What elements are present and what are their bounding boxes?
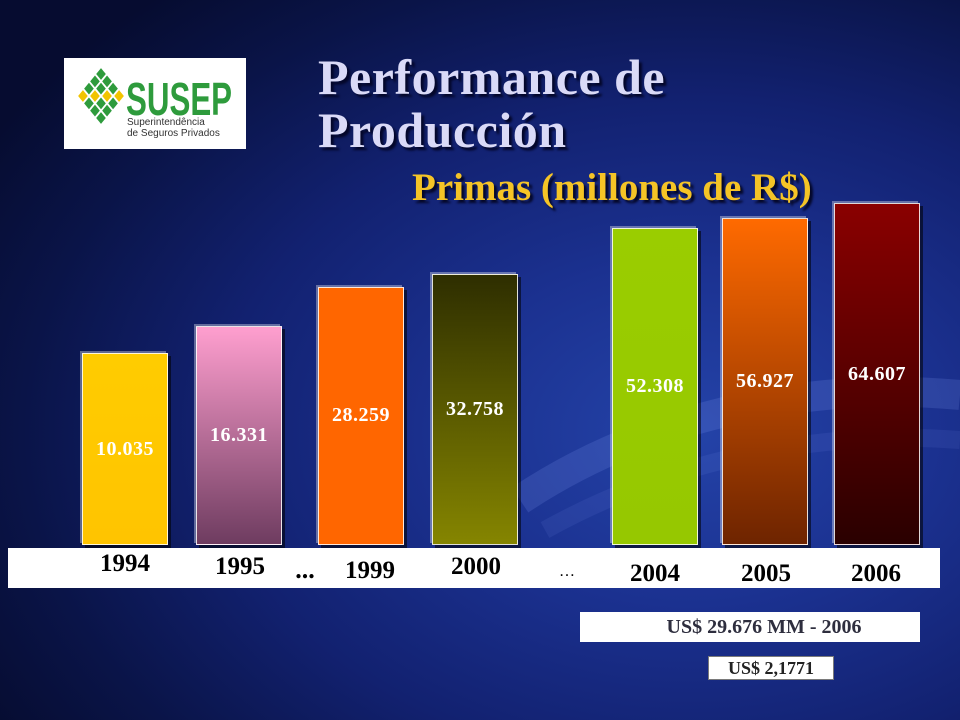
bar-1995: 16.331 bbox=[196, 326, 282, 545]
bar-2004: 52.308 bbox=[612, 227, 698, 545]
logo-tagline-line-2: de Seguros Privados bbox=[127, 128, 220, 139]
x-tick-label-2004: 2004 bbox=[630, 560, 680, 587]
usd-total-text: US$ 29.676 MM - 2006 bbox=[666, 616, 862, 638]
exchange-rate-box: US$ 2,1771 bbox=[708, 656, 834, 680]
bar-2006: 64.607 bbox=[834, 203, 920, 545]
exchange-rate-text: US$ 2,1771 bbox=[727, 658, 814, 678]
chart-title: Primas (millones de R$) bbox=[412, 166, 812, 209]
data-label-1994: 10.035 bbox=[96, 437, 154, 460]
data-label-2000: 32.758 bbox=[446, 398, 504, 421]
data-label-2004: 52.308 bbox=[626, 374, 684, 397]
bar-1999: 28.259 bbox=[318, 286, 404, 545]
usd-total-box: US$ 29.676 MM - 2006 bbox=[580, 612, 920, 642]
logo-tagline: Superintendência de Seguros Privados bbox=[127, 117, 220, 139]
slide-title-line-2: Producción bbox=[318, 102, 567, 158]
slide-title-line-1: Performance de bbox=[318, 49, 666, 105]
data-label-1999: 28.259 bbox=[332, 404, 390, 427]
logo-squares bbox=[78, 68, 124, 124]
axis-break-marker: ... bbox=[295, 555, 315, 584]
data-label-2005: 56.927 bbox=[736, 370, 794, 393]
bar-2005: 56.927 bbox=[722, 218, 808, 545]
x-tick-label-2000: 2000 bbox=[451, 553, 501, 580]
x-axis-band bbox=[8, 548, 940, 588]
x-tick-label-1995: 1995 bbox=[215, 553, 265, 580]
susep-logo: SUSEP Superintendência de Seguros Privad… bbox=[64, 58, 246, 149]
data-label-2006: 64.607 bbox=[848, 362, 906, 385]
x-tick-label-1994: 1994 bbox=[100, 550, 150, 577]
x-tick-label-1999: 1999 bbox=[345, 557, 395, 584]
slide-title: Performance de Producción bbox=[318, 51, 665, 157]
bar-1994: 10.035 bbox=[82, 353, 168, 545]
susep-diamond-logo-icon bbox=[78, 68, 124, 124]
bar-2000: 32.758 bbox=[432, 274, 518, 545]
logo-tagline-line-1: Superintendência bbox=[127, 117, 205, 128]
x-tick-label-2006: 2006 bbox=[851, 560, 901, 587]
x-tick-label-2005: 2005 bbox=[741, 560, 791, 587]
bar-chart: 10.035 16.331 28.259 32.758 52.308 56.927 64.6… bbox=[82, 203, 920, 545]
axis-break-marker: … bbox=[559, 563, 575, 580]
logo-wordmark: SUSEP bbox=[126, 73, 233, 125]
data-label-1995: 16.331 bbox=[210, 424, 268, 447]
